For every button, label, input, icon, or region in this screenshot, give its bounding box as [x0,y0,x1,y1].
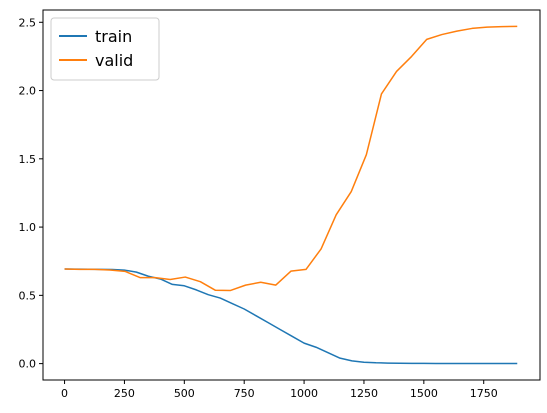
x-tick-label: 1250 [350,387,378,400]
series-line-train [64,268,518,365]
y-axis: 0.0 0.5 1.0 1.5 2.0 2.5 [19,16,43,371]
series-layer [64,25,518,365]
x-tick-label: 1000 [290,387,318,400]
x-tick-label: 500 [174,387,195,400]
x-tick-label: 250 [114,387,135,400]
x-tick-label: 750 [234,387,255,400]
y-tick-label: 1.0 [19,221,37,234]
x-tick-label: 1750 [470,387,498,400]
y-tick-label: 2.0 [19,85,37,98]
x-tick-label: 1500 [410,387,438,400]
y-tick-label: 0.5 [19,289,37,302]
legend-label-valid: valid [95,51,133,70]
legend-label-train: train [95,27,132,46]
y-tick-label: 2.5 [19,16,37,29]
axes-frame [42,9,541,381]
y-tick-label: 1.5 [19,153,37,166]
x-tick-label: 0 [61,387,68,400]
series-line-valid [64,25,518,292]
legend-box [50,17,160,81]
x-axis: 0 250 500 750 1000 1250 1500 1750 [61,380,498,400]
y-tick-label: 0.0 [19,358,37,371]
legend: train valid [50,17,160,81]
